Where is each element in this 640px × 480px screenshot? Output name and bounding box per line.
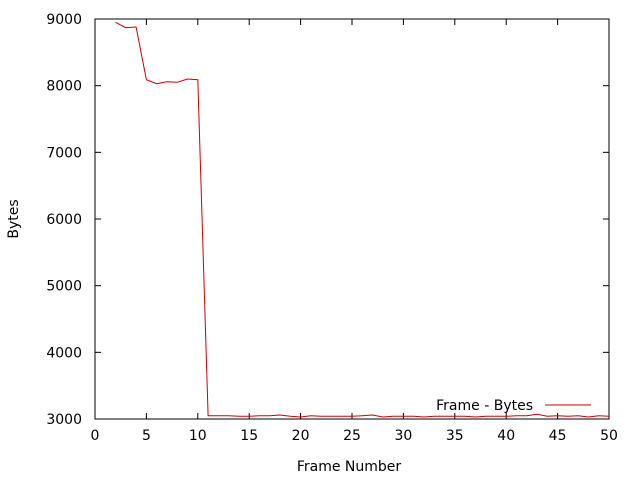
y-tick-label: 3000	[46, 412, 82, 428]
y-tick-label: 8000	[46, 79, 82, 95]
y-tick-label: 4000	[46, 345, 82, 361]
y-axis-label: Bytes	[6, 199, 22, 238]
legend: Frame - Bytes	[436, 398, 591, 414]
x-tick-label: 15	[240, 428, 258, 444]
x-axis-ticks: 0 5 10 15 20 25 30 35 40 45 50	[91, 19, 618, 444]
x-tick-label: 45	[549, 428, 567, 444]
y-tick-label: 5000	[46, 279, 82, 295]
x-tick-label: 5	[142, 428, 151, 444]
plot-frame	[94, 18, 610, 420]
x-tick-label: 0	[91, 428, 100, 444]
x-axis-label: Frame Number	[297, 459, 402, 475]
x-tick-label: 50	[600, 428, 618, 444]
legend-label: Frame - Bytes	[436, 398, 533, 414]
y-tick-label: 6000	[46, 212, 82, 228]
y-tick-label: 7000	[46, 145, 82, 161]
x-tick-label: 30	[394, 428, 412, 444]
x-tick-label: 25	[343, 428, 361, 444]
y-axis-ticks: 3000 4000 5000 6000 7000 8000 9000	[46, 12, 609, 428]
y-tick-label: 9000	[46, 12, 82, 28]
x-tick-label: 20	[292, 428, 310, 444]
series-line	[115, 21, 610, 418]
x-tick-label: 35	[446, 428, 464, 444]
x-tick-label: 40	[497, 428, 515, 444]
x-tick-label: 10	[189, 428, 207, 444]
